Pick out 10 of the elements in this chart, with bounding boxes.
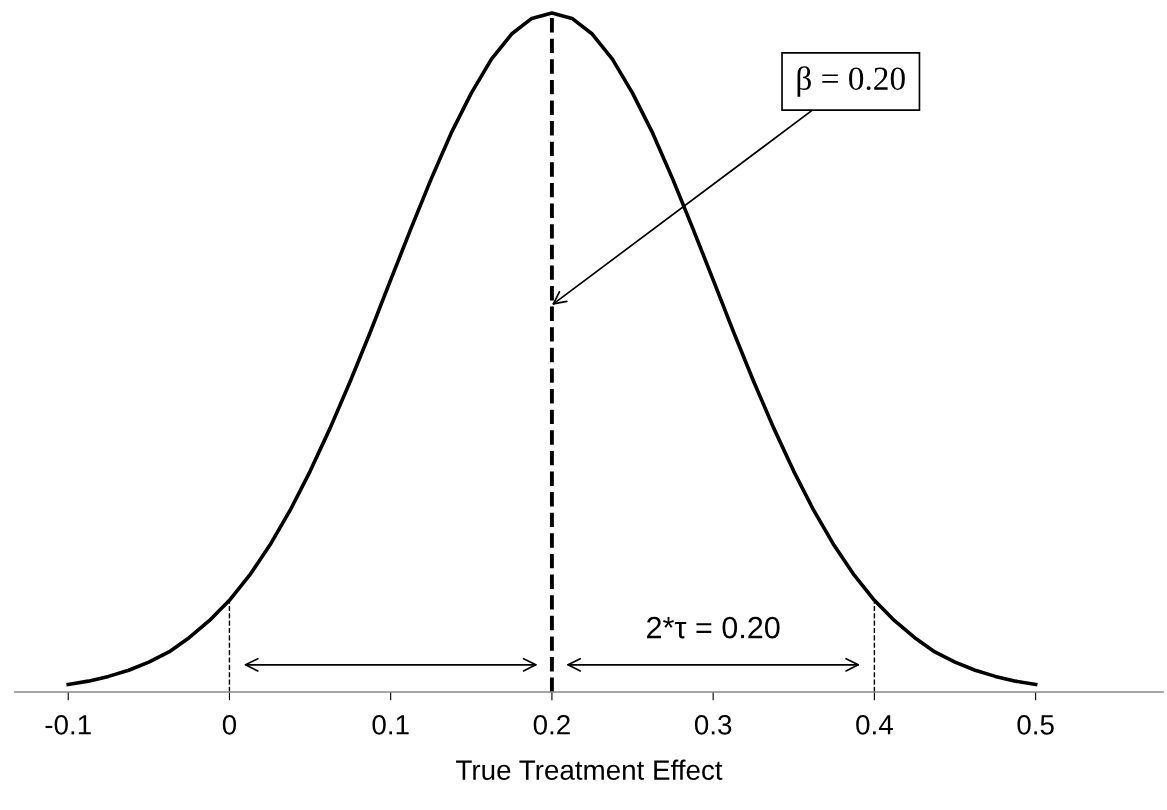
x-tick-label: 0.1 [372,714,409,735]
x-tick-label: 0.2 [533,714,570,735]
annotation: 2*τ = 0.20 [647,616,780,639]
x-tick-label: 0.5 [1017,714,1054,735]
x-axis-title: True Treatment Effect [456,759,723,780]
x-tick-label: 0.3 [694,714,732,735]
annotation: β = 0.20 [797,66,905,97]
x-tick-label: -0.1 [45,714,91,735]
x-tick-label: 0 [222,714,237,735]
x-tick-label: 0.4 [856,714,893,735]
